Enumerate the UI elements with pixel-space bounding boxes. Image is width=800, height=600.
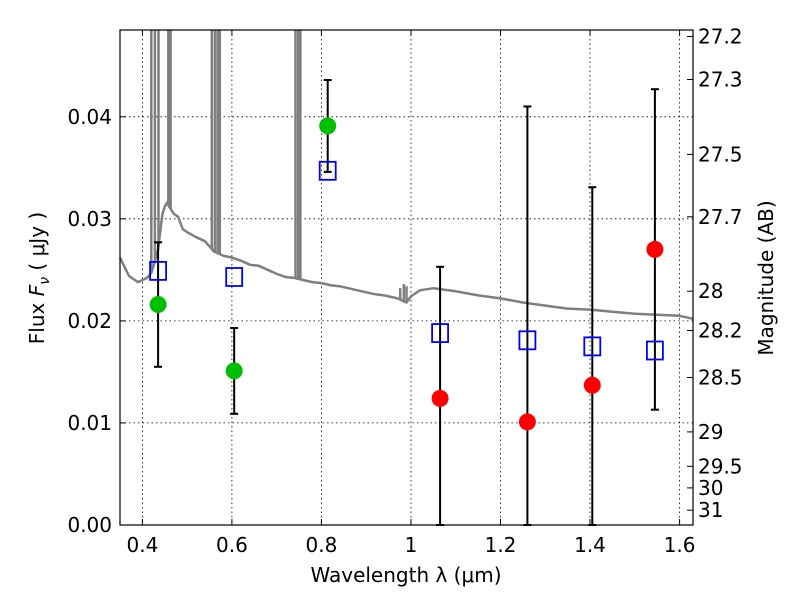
- model-magnitude-square: [225, 267, 244, 287]
- y2-tick-label: 30: [698, 476, 723, 500]
- ticks: 0.4 0.6 0.8 1 1.2 1.4 1.6 0.00 0.01 0.02 0.03 0.04 2…: [67, 25, 742, 558]
- x-tick-label: 0.4: [126, 533, 158, 557]
- nondetection-point: [518, 413, 536, 431]
- nondetection-point: [583, 376, 601, 394]
- y-axis-label-flux: Flux: [25, 296, 49, 344]
- model-magnitude-square: [318, 160, 337, 181]
- grid-lines: [120, 30, 693, 526]
- y2-tick-label: 28: [698, 279, 723, 303]
- y-tick-label: 0.00: [67, 513, 112, 537]
- nondetection-point: [431, 389, 449, 407]
- x-tick-label: 1: [405, 533, 418, 557]
- x-axis-label: Wavelength λ (μm): [310, 563, 501, 587]
- model-magnitude-square: [518, 330, 537, 351]
- detection-point: [149, 296, 167, 313]
- y2-tick-label: 29.5: [698, 454, 743, 478]
- axes-frame: [119, 29, 694, 526]
- y2-axis-label: Magnitude (AB): [754, 200, 778, 355]
- model-magnitude-square: [431, 323, 450, 344]
- y-axis-label-nu: ν: [37, 277, 53, 285]
- y-tick-label: 0.02: [67, 309, 112, 333]
- y2-tick-label: 27.5: [698, 142, 743, 166]
- y-tick-label: 0.03: [67, 207, 112, 231]
- model-magnitude-square: [583, 336, 602, 357]
- x-tick-label: 1.2: [485, 533, 517, 557]
- y-axis-label: Flux Fν ( μJy ): [25, 212, 53, 344]
- model-magnitude-square: [149, 260, 168, 281]
- model-sed-line: [118, 201, 694, 321]
- y-axis-label-f: F: [25, 284, 49, 296]
- x-tick-label: 0.6: [216, 533, 248, 557]
- y-tick-label: 0.04: [67, 105, 112, 129]
- detection-point: [319, 117, 337, 135]
- plot-area: [118, 30, 694, 526]
- nondetection-point: [646, 240, 664, 258]
- y2-tick-label: 27.3: [698, 68, 743, 92]
- y-axis-label-unit: ( μJy ): [25, 212, 49, 277]
- y2-tick-label: 28.5: [698, 366, 743, 390]
- y2-tick-label: 27.7: [698, 205, 743, 229]
- y2-tick-label: 31: [698, 498, 723, 522]
- y-tick-label: 0.01: [67, 411, 112, 435]
- detection-point: [225, 362, 243, 380]
- model-magnitude-square: [646, 340, 664, 361]
- x-tick-label: 0.8: [305, 533, 337, 557]
- y2-tick-label: 27.2: [698, 25, 743, 49]
- x-tick-label: 1.4: [574, 533, 606, 557]
- y2-tick-label: 29: [698, 420, 723, 444]
- y2-tick-label: 28.2: [698, 319, 743, 343]
- x-tick-label: 1.6: [664, 533, 696, 557]
